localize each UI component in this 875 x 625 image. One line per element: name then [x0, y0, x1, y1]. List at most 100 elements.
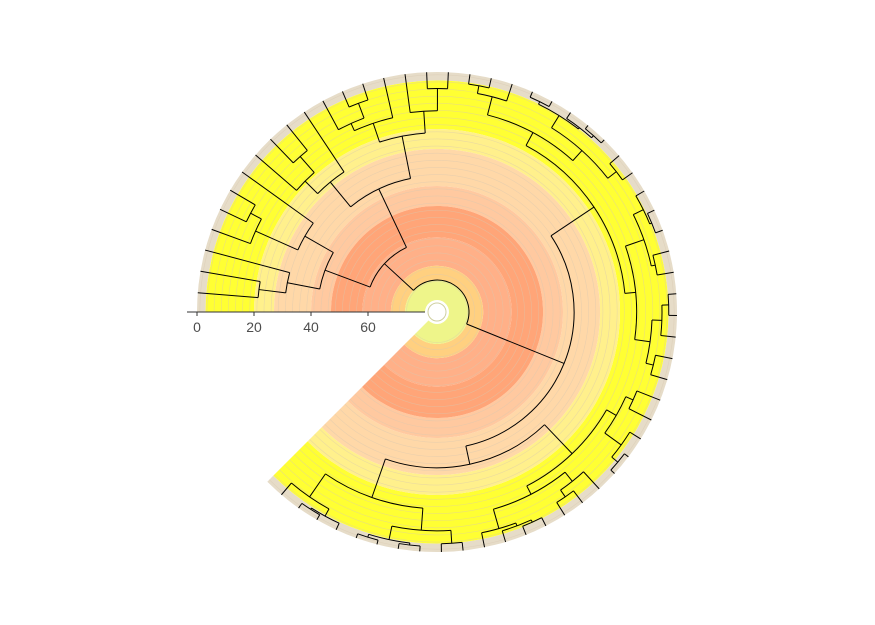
branch-line	[450, 530, 453, 544]
branch-line	[501, 530, 507, 543]
branch-line	[636, 390, 661, 401]
branch-line	[635, 190, 645, 197]
branch-arc	[632, 214, 652, 267]
ring-line	[228, 103, 646, 521]
branch-line	[657, 271, 674, 276]
branch-line	[316, 514, 321, 521]
branch-line	[628, 408, 652, 421]
branch-line	[304, 235, 334, 253]
branch-line	[645, 362, 654, 366]
branch-line	[219, 208, 247, 223]
branch-arc	[385, 424, 545, 469]
ring-line	[406, 281, 468, 343]
branch-line	[655, 354, 673, 360]
branch-arc	[487, 114, 574, 161]
branch-line	[197, 292, 259, 299]
branch-arc	[465, 235, 575, 447]
branch-line	[299, 156, 315, 173]
ring-line	[342, 217, 532, 407]
branch-line	[650, 374, 668, 381]
branch-line	[609, 155, 620, 165]
branch-line	[465, 445, 471, 465]
branch-line	[241, 171, 314, 224]
branch-line	[476, 85, 480, 94]
branch-line	[200, 270, 261, 283]
branch-line	[229, 189, 256, 206]
branch-line	[329, 181, 351, 208]
tick-label: 0	[193, 319, 201, 335]
branch-arc	[391, 525, 451, 532]
branch-line	[487, 96, 493, 116]
branch-line	[350, 123, 355, 131]
branch-line	[584, 125, 589, 130]
branch-arc	[379, 132, 426, 143]
branch-line	[358, 103, 365, 119]
branch-line	[634, 339, 651, 343]
branch-arc	[311, 507, 340, 524]
branch-arc	[522, 517, 542, 527]
branch-line	[388, 526, 393, 540]
tick-label: 20	[246, 319, 262, 335]
ring-line	[220, 95, 654, 529]
branch-arc	[604, 396, 627, 434]
branch-line	[611, 456, 619, 463]
branch-line	[298, 503, 303, 509]
branch-line	[461, 542, 464, 551]
band-7	[390, 265, 484, 359]
branch-line	[324, 269, 371, 288]
branch-line	[426, 72, 428, 89]
branch-arc	[624, 245, 638, 340]
branch-line	[466, 323, 565, 364]
branch-line	[255, 154, 297, 191]
band-ring-lines	[199, 74, 675, 550]
branch-line	[303, 111, 345, 173]
ring-line	[349, 224, 525, 400]
branch-line	[281, 482, 292, 496]
branch-line	[544, 424, 573, 454]
branch-line	[625, 396, 634, 401]
branch-arc	[245, 204, 256, 222]
branch-arc	[325, 473, 423, 509]
branch-line	[548, 101, 553, 107]
branch-line	[607, 171, 617, 179]
branch-arc	[493, 471, 566, 510]
branch-line	[660, 335, 676, 338]
branch-arc	[319, 252, 334, 290]
dendrogram-branches	[197, 72, 677, 552]
branch-line	[526, 485, 532, 495]
branch-line	[551, 115, 560, 129]
branch-line	[270, 138, 294, 164]
ring-line	[327, 202, 547, 422]
ring-line	[399, 274, 475, 350]
branch-line	[488, 78, 492, 89]
ring-line	[263, 138, 611, 486]
branch-line	[376, 539, 379, 545]
branch-line	[600, 139, 605, 144]
branch-line	[566, 112, 571, 119]
branch-line	[556, 502, 566, 516]
branch-line	[384, 263, 414, 291]
branch-arc	[551, 127, 609, 179]
branch-line	[564, 471, 573, 482]
branch-line	[622, 172, 633, 181]
branch-line	[550, 206, 595, 237]
branch-arc	[525, 145, 626, 294]
branch-line	[525, 132, 534, 146]
ring-line	[306, 181, 568, 443]
branch-line	[404, 74, 411, 113]
branch-line	[423, 111, 426, 134]
branch-line	[624, 453, 629, 458]
branch-line	[205, 249, 290, 274]
branch-line	[250, 212, 262, 220]
ring-line	[313, 188, 561, 436]
branch-line	[522, 526, 527, 536]
branch-line	[506, 83, 513, 102]
branch-line	[372, 123, 381, 143]
branch-line	[211, 228, 251, 245]
radial-axis: 0 20 40 60	[187, 311, 425, 335]
ring-line	[235, 110, 639, 514]
branch-line	[625, 239, 645, 247]
background-bands	[197, 72, 678, 553]
ring-line	[249, 124, 625, 500]
branch-line	[573, 490, 583, 504]
